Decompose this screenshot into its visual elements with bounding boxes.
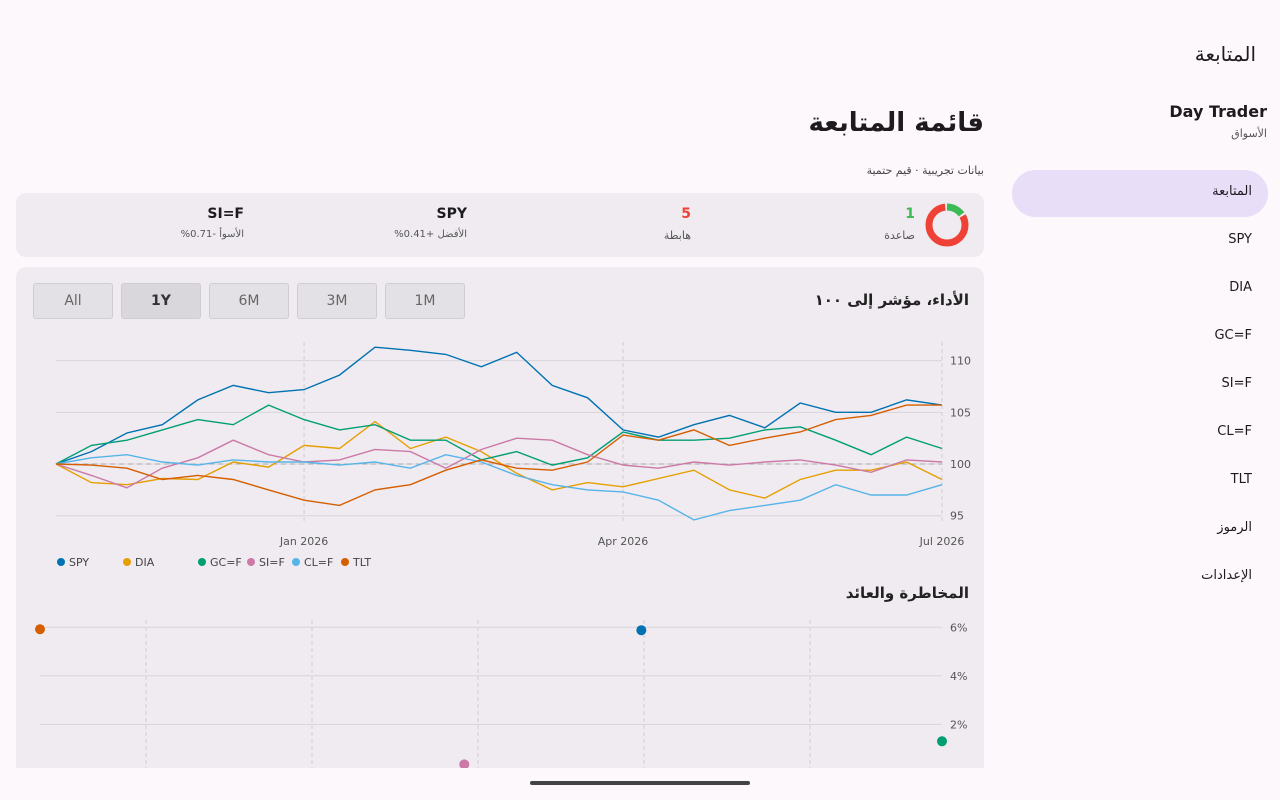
nav-item[interactable]: TLT: [1230, 472, 1252, 487]
nav-item[interactable]: SPY: [1228, 232, 1252, 247]
legend-label: SI=F: [259, 556, 285, 569]
nav-selected: [1012, 170, 1268, 217]
series-line: [55, 404, 943, 466]
app-subtitle: الأسواق: [1231, 127, 1267, 140]
legend-swatch: [123, 558, 131, 566]
worst-symbol: SI=F: [207, 206, 244, 222]
scatter-point: [459, 759, 470, 768]
legend-swatch: [341, 558, 349, 566]
nav-item[interactable]: الرموز: [1217, 520, 1252, 535]
y-tick-label: 2%: [950, 718, 967, 731]
legend-swatch: [292, 558, 300, 566]
legend-label: DIA: [135, 556, 155, 569]
series-line: [55, 404, 942, 507]
worst-label: الأسوأ -0.71%: [180, 229, 244, 240]
range-button[interactable]: 1M: [385, 283, 465, 319]
up-label: صاعدة: [884, 229, 915, 242]
legend-swatch: [247, 558, 255, 566]
range-button[interactable]: All: [33, 283, 113, 319]
x-tick-label: Apr 2026: [598, 535, 649, 548]
home-indicator: [530, 781, 750, 785]
y-tick-label: 4%: [950, 670, 967, 683]
donut: [925, 203, 969, 247]
nav-item[interactable]: GC=F: [1214, 328, 1252, 343]
best-label: الأفضل +0.41%: [394, 229, 467, 240]
x-tick-label: Jul 2026: [919, 535, 965, 548]
y-tick-label: 95: [950, 510, 964, 523]
legend-label: GC=F: [210, 556, 242, 569]
series-line: [55, 437, 943, 489]
legend-label: CL=F: [304, 556, 333, 569]
summary-card: [16, 193, 984, 257]
app-name: Day Trader: [1169, 102, 1267, 121]
nav-item[interactable]: المتابعة: [1212, 184, 1252, 199]
y-tick-label: 110: [950, 355, 971, 368]
x-tick-label: Jan 2026: [279, 535, 328, 548]
range-button[interactable]: 6M: [209, 283, 289, 319]
y-tick-label: 6%: [950, 621, 967, 634]
page-subtitle: بيانات تجريبية · قيم حتمية: [866, 164, 984, 177]
nav-item[interactable]: DIA: [1229, 280, 1252, 295]
nav-item[interactable]: SI=F: [1221, 376, 1252, 391]
nav-item[interactable]: الإعدادات: [1201, 568, 1252, 583]
best-symbol: SPY: [436, 206, 467, 222]
legend-label: TLT: [352, 556, 371, 569]
legend-swatch: [57, 558, 65, 566]
chart-card: [16, 267, 984, 768]
series-line: [55, 453, 943, 521]
scatter-point: [937, 736, 947, 747]
donut-segment: [925, 203, 969, 247]
scatter-point: [636, 625, 647, 636]
donut-segment: [925, 203, 969, 247]
down-count: 5: [681, 206, 691, 222]
sidebar-title: المتابعة: [1194, 42, 1256, 66]
legend-label: SPY: [69, 556, 89, 569]
legend-swatch: [198, 558, 206, 566]
chart-title: المخاطرة والعائد: [846, 584, 969, 602]
up-count: 1: [905, 206, 915, 222]
y-tick-label: 105: [950, 406, 971, 419]
down-label: هابطة: [663, 229, 691, 242]
range-button[interactable]: 1Y: [121, 283, 201, 319]
scatter-point: [35, 624, 45, 635]
nav-item[interactable]: CL=F: [1217, 424, 1252, 439]
range-button[interactable]: 3M: [297, 283, 377, 319]
chart-title: الأداء، مؤشر إلى ١٠٠: [815, 291, 969, 309]
y-tick-label: 100: [950, 458, 971, 471]
page-title: قائمة المتابعة: [808, 108, 985, 138]
charts: الأداء، مؤشر إلى ١٠٠ 95 100 105 110 Jan 2026 A…: [16, 267, 984, 768]
series-line: [55, 346, 943, 465]
